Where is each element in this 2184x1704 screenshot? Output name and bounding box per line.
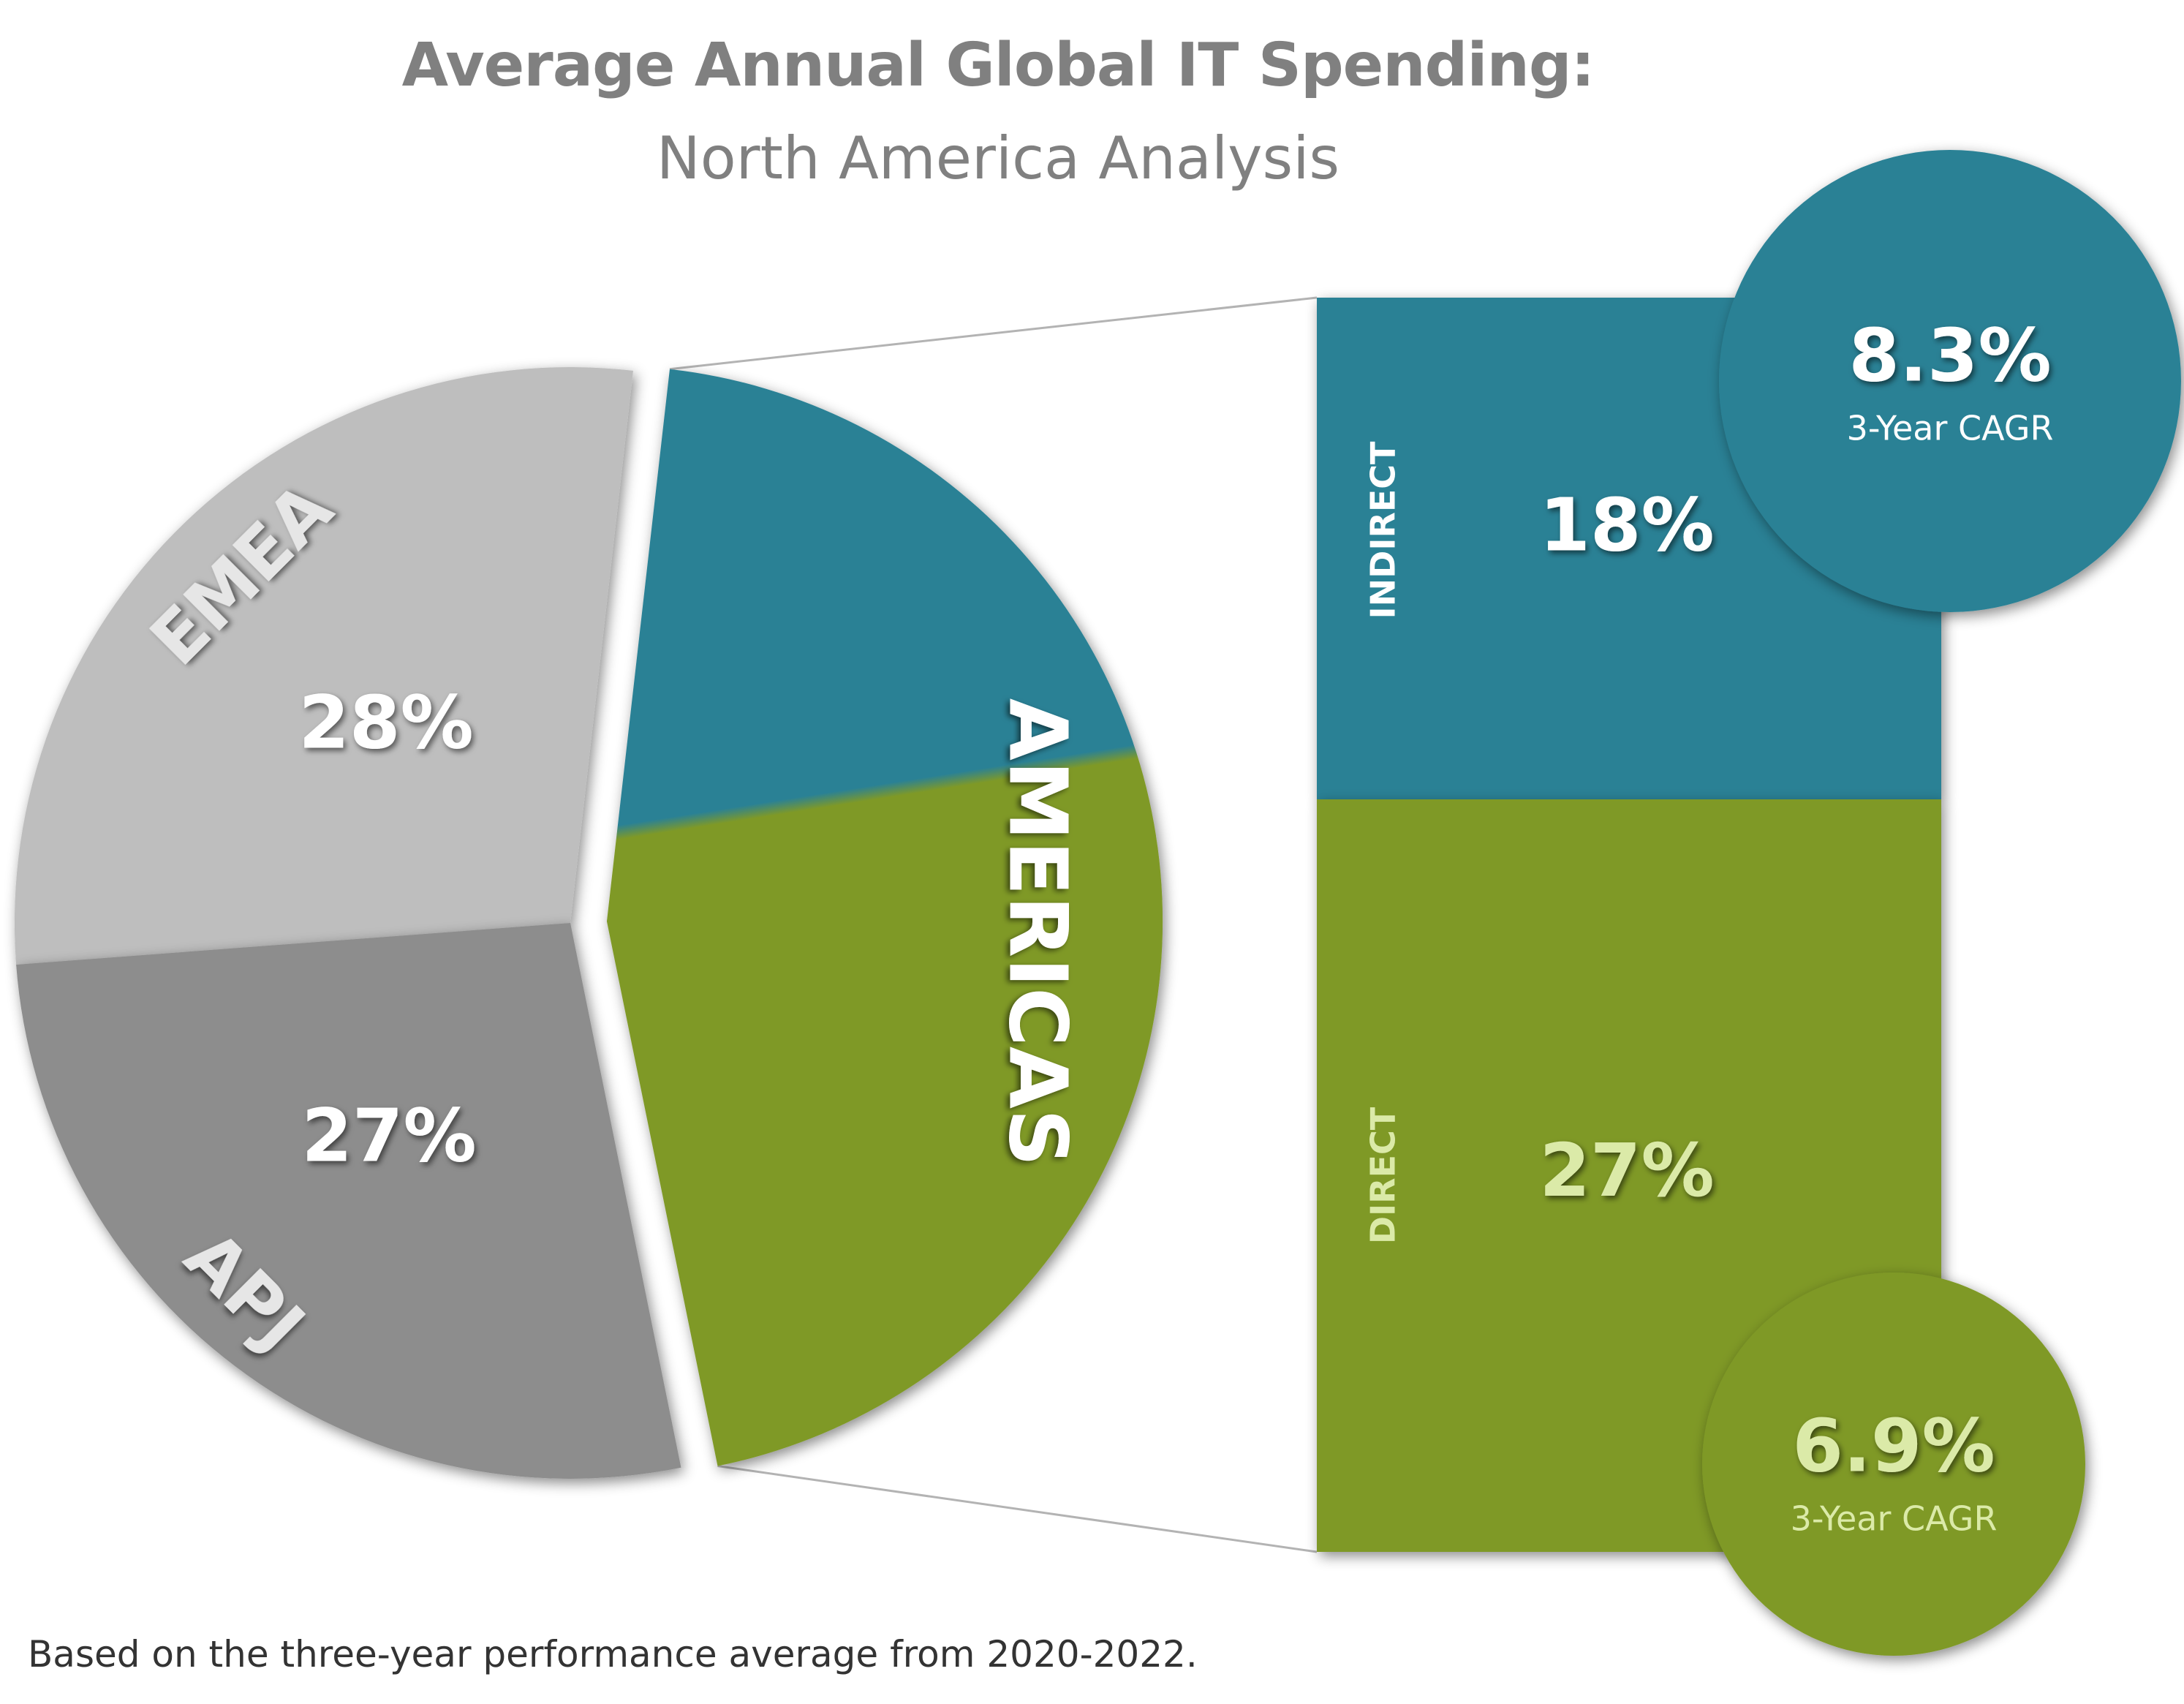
pie-value-emea: 28% — [298, 679, 473, 765]
cagr-bubble-direct — [1702, 1273, 2085, 1656]
pie-slice-americas — [606, 369, 1163, 1466]
cagr-value-direct: 6.9% — [1792, 1403, 1995, 1488]
cagr-value-indirect: 8.3% — [1848, 312, 2051, 398]
bar-label-direct: DIRECT — [1364, 1107, 1403, 1244]
cagr-caption-direct: 3-Year CAGR — [1791, 1499, 1998, 1539]
connector-line-top — [669, 296, 1318, 371]
zoom-connectors — [669, 296, 1318, 1553]
page-title: Average Annual Global IT Spending: — [401, 31, 1595, 100]
page-subtitle: North America Analysis — [656, 124, 1340, 192]
bar-value-indirect: 18% — [1539, 482, 1714, 568]
connector-line-bottom — [717, 1465, 1318, 1553]
footnote: Based on the three-year performance aver… — [28, 1633, 1198, 1675]
pie-value-apj: 27% — [301, 1093, 476, 1178]
cagr-caption-indirect: 3-Year CAGR — [1847, 409, 2054, 448]
pie-label-americas: AMERICAS — [991, 698, 1085, 1166]
cagr-bubbles: 8.3% 3-Year CAGR 6.9% 3-Year CAGR — [1702, 150, 2181, 1656]
pie-slice-apj — [16, 923, 681, 1479]
bar-value-direct: 27% — [1539, 1128, 1714, 1213]
cagr-bubble-indirect — [1719, 150, 2181, 612]
pie-slice-emea — [14, 367, 633, 965]
bar-label-indirect: INDIRECT — [1364, 441, 1403, 619]
